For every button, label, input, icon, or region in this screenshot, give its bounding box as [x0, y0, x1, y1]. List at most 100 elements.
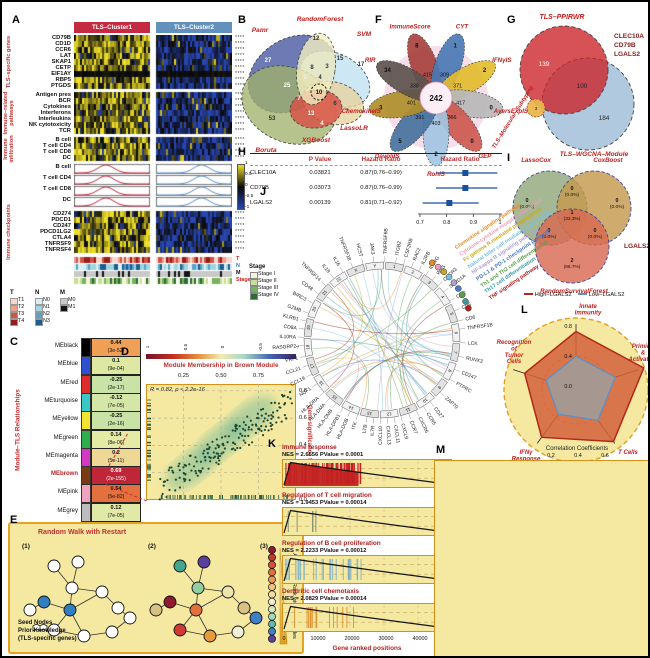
legend-item-label: T1	[18, 297, 25, 303]
significance-stars: ****	[235, 128, 245, 134]
chord	[316, 357, 367, 408]
data-point	[232, 441, 235, 445]
venn-set-subtyping	[526, 98, 546, 118]
module-name: MEred	[60, 379, 78, 386]
gene-label: CD8A	[283, 324, 298, 332]
gene-label: RASGRP2	[272, 344, 296, 352]
venn-pct: (0.0%)	[610, 204, 625, 210]
gene-leader	[298, 328, 305, 330]
module-pvalue: (9e-04)	[107, 366, 125, 373]
heatmap-colorscale	[237, 164, 245, 210]
radar-rtick: 0.0	[564, 384, 572, 390]
data-point	[215, 438, 218, 441]
gene-leader	[449, 378, 455, 383]
chromosome-band	[444, 304, 459, 324]
legend-item-label: T4	[18, 318, 25, 324]
data-point	[275, 421, 278, 424]
data-point	[218, 459, 221, 462]
significance-stars: ****	[235, 116, 245, 122]
data-point	[203, 449, 206, 452]
chord	[400, 323, 451, 406]
gene-label: ITGB2	[395, 240, 403, 255]
data-point	[289, 397, 292, 400]
chromosome-band	[449, 343, 461, 363]
data-point	[250, 428, 253, 431]
data-point	[239, 446, 242, 450]
stage-item-label: Stage II	[258, 278, 277, 284]
gene-label: LTB	[362, 423, 370, 433]
data-point	[177, 464, 180, 468]
data-point	[222, 451, 225, 454]
module-swatch	[81, 374, 91, 394]
data-point	[263, 417, 266, 420]
venn-pct: (0.0%)	[520, 204, 535, 210]
panel-e-letter: E	[10, 514, 18, 526]
venn-count: 4	[320, 121, 324, 127]
gene-label: TNFRSF6B	[383, 227, 390, 254]
chord	[343, 354, 450, 399]
flower-svg: 8 415 ImmuneScore 1 309 CYT 2 371 IFNγIS 0 417 Ayer…	[342, 24, 529, 178]
radar-axis-label: T Cells	[618, 450, 638, 456]
data-point	[290, 402, 293, 405]
data-point	[270, 417, 273, 420]
data-point	[273, 401, 277, 404]
chord	[321, 328, 452, 377]
panel-i-venn: 0 (0.0%) 0 (0.0%) 0 (0.0%) 1 (33.3%) 0 (0.0%) 0 (0.…	[500, 154, 648, 295]
chord	[377, 272, 403, 410]
gene-label: RAC2	[412, 247, 423, 262]
petal-inner-count: 401	[407, 100, 416, 106]
petal-label: ImmuneScore	[390, 24, 431, 31]
significance-stars: ****	[235, 211, 245, 217]
significance-stars: ****	[235, 155, 245, 161]
module-swatch	[81, 392, 91, 412]
chromosome-band	[305, 356, 320, 376]
venn-count: 6	[333, 101, 337, 107]
gene-leader	[429, 401, 434, 407]
row-label: CD1D	[55, 40, 71, 47]
radar-axis-label: Cells	[507, 359, 522, 365]
data-point	[217, 457, 220, 460]
row-label: T cell CD8	[42, 148, 71, 155]
gene-leader	[458, 355, 465, 358]
data-point	[283, 403, 286, 406]
panel-f-flower: 8 415 ImmuneScore 1 309 CYT 2 371 IFNγIS 0 417 Ayer…	[342, 12, 529, 178]
data-point	[262, 420, 265, 423]
significance-stars: ****	[235, 143, 245, 149]
module-pvalue: (5e-82)	[107, 494, 125, 501]
network-node	[47, 559, 61, 573]
colorbar-tick: 0.2	[547, 453, 555, 459]
network-node	[47, 623, 61, 637]
row-label: SKAP1	[51, 58, 71, 65]
gene-leader	[372, 417, 375, 424]
legend-item-label: N3	[43, 318, 50, 324]
panel-d-scatter: 1 0.5 0 -0.5 -1 Module Membership in Brown Mo…	[120, 340, 313, 526]
legend-item-label: M0	[68, 297, 76, 303]
petal-inner-count: 371	[453, 84, 462, 90]
data-point	[206, 452, 209, 455]
module-value-box: 0.12 (7e-05)	[91, 502, 141, 522]
gene-leader	[423, 406, 427, 412]
gene-leader	[307, 300, 314, 304]
radar-axis-label: Innate	[579, 304, 597, 310]
module-swatch	[81, 356, 91, 376]
gene-leader	[449, 297, 455, 302]
network-node	[237, 601, 251, 615]
data-point	[209, 460, 212, 463]
venn-set-label: LassoCox	[521, 157, 551, 164]
module-name: MEturquoise	[44, 397, 78, 404]
module-name: MEbrown	[51, 471, 78, 478]
venn-count: 53	[269, 116, 276, 122]
chromosome-label: 7	[453, 351, 458, 355]
petal-label: DavoliIS	[375, 153, 400, 160]
venn-count: 8	[310, 65, 314, 71]
data-point	[178, 486, 182, 489]
gsea-svg	[283, 605, 450, 630]
venn-count: 0	[548, 228, 551, 234]
venn-g-svg: 1391001843TLS–PPIRWRTLS–WGCNA–ModuleTLS–…	[491, 14, 644, 158]
chord	[362, 272, 384, 410]
significance-stars: ****	[235, 59, 245, 65]
data-point	[257, 427, 260, 431]
pathway-dot	[440, 268, 448, 276]
legend-swatch	[10, 305, 18, 312]
